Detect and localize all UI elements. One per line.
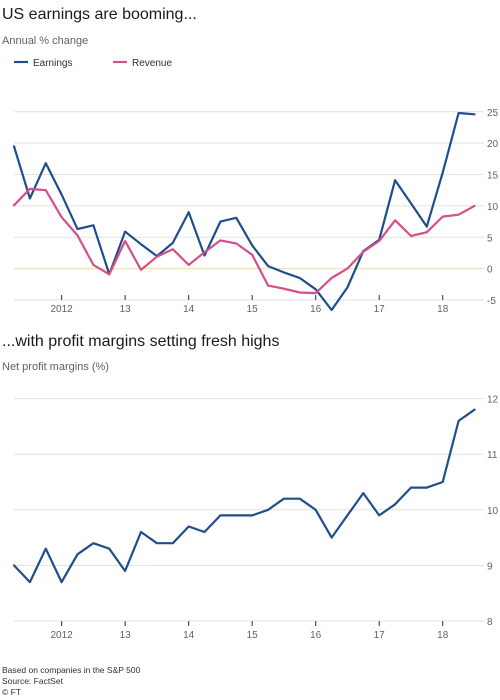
chart1-ytick-label: 10 [487, 202, 499, 213]
chart1-xtick-label: 14 [183, 304, 195, 315]
chart2-title: ...with profit margins setting fresh hig… [2, 333, 280, 350]
chart2-subtitle: Net profit margins (%) [2, 361, 109, 373]
chart1-xtick-label: 16 [310, 304, 322, 315]
chart1-ytick-label: 25 [487, 108, 499, 119]
chart1-xtick-label: 13 [120, 304, 132, 315]
chart2-xtick-label: 2012 [51, 630, 74, 641]
chart2-series-line-margin [12, 408, 476, 584]
chart1-xtick-label: 17 [374, 304, 386, 315]
earnings-revenue-chart: -5 0 5 10 15 20 25 2012 13 14 15 16 17 18 Earnings Reve… [12, 58, 499, 315]
chart2-xtick-label: 17 [374, 630, 386, 641]
chart2-xtick-label: 16 [310, 630, 322, 641]
chart1-ytick-label: 0 [487, 265, 493, 276]
chart1-xtick-label: 18 [437, 304, 449, 315]
chart1-ytick-label: -5 [487, 296, 496, 307]
chart1-series-line-revenue [12, 187, 476, 295]
footer-credit: © FT [2, 687, 22, 697]
legend-label-revenue: Revenue [132, 58, 172, 69]
chart2-xtick-label: 14 [183, 630, 195, 641]
chart2-ytick-label: 8 [487, 617, 493, 628]
chart1-title: US earnings are booming... [2, 6, 197, 23]
footer-note: Based on companies in the S&P 500 [2, 665, 141, 675]
chart1-ytick-label: 20 [487, 139, 499, 150]
chart2-xtick-label: 18 [437, 630, 449, 641]
chart1-ytick-label: 15 [487, 171, 499, 182]
chart1-ytick-label: 5 [487, 233, 493, 244]
chart2-ytick-label: 9 [487, 561, 493, 572]
chart1-xtick-label: 15 [247, 304, 259, 315]
chart1-xtick-label: 2012 [51, 304, 74, 315]
legend-label-earnings: Earnings [33, 58, 72, 69]
profit-margins-chart: 8 9 10 11 12 2012 13 14 15 16 17 18 [12, 395, 499, 641]
chart2-ytick-label: 11 [487, 450, 498, 461]
chart2-xtick-label: 15 [247, 630, 259, 641]
chart2-ytick-label: 10 [487, 506, 499, 517]
chart1-series-line-earnings [12, 111, 476, 312]
chart2-ytick-label: 12 [487, 395, 499, 406]
chart1-subtitle: Annual % change [2, 35, 89, 47]
chart2-xtick-label: 13 [120, 630, 132, 641]
footer-source: Source: FactSet [2, 676, 63, 686]
